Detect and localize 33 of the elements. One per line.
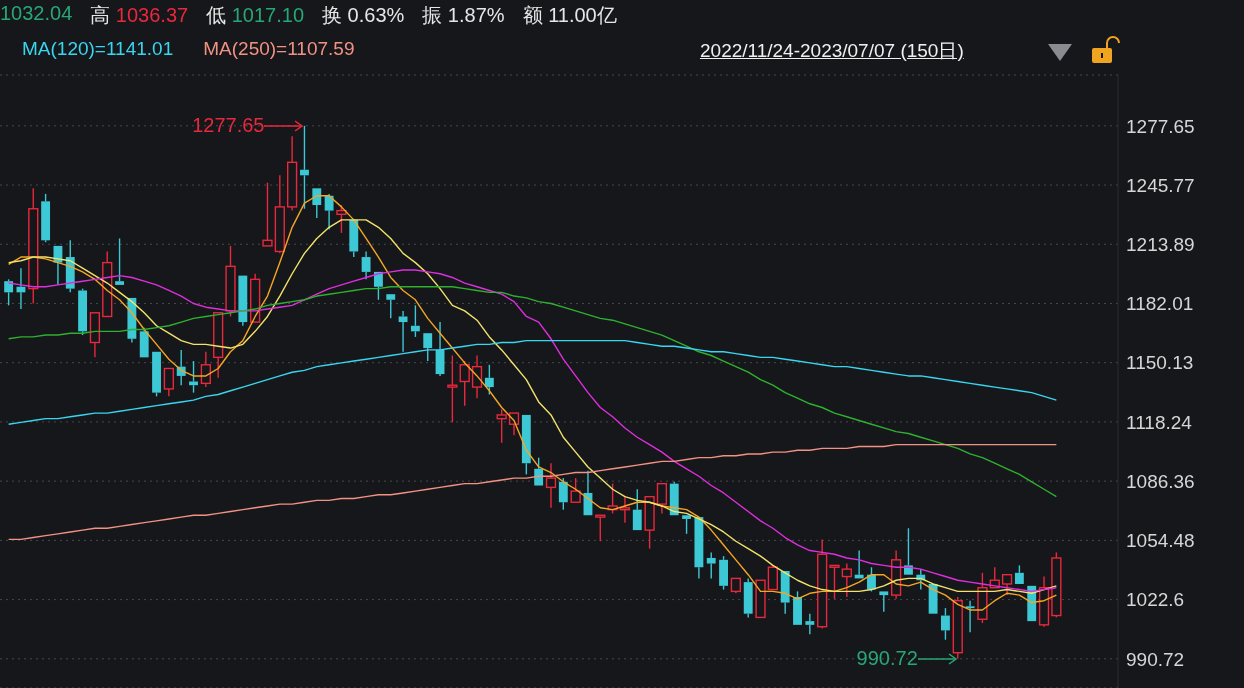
candlestick [545,462,557,509]
candlestick [447,354,458,424]
y-tick-label: 1022.6 [1126,589,1185,611]
y-tick-label: 1277.65 [1126,115,1195,137]
candlestick [841,562,852,598]
text: 2022/11/24-2023/07/07 (150日) [700,39,964,63]
candlestick [361,250,371,281]
text: 额 11.00亿 [522,4,617,26]
text: 1032.04 [0,2,73,26]
y-tick-label: 1086.36 [1126,470,1195,492]
y-tick-label: 1245.77 [1126,174,1195,196]
line-series [7,443,1058,541]
candlestick [398,310,408,353]
candlestick [471,354,483,399]
text: 低 1017.10 [206,4,305,26]
text: 换 0.63% [322,4,405,26]
y-tick-label: 1150.13 [1126,352,1194,374]
annotation: 990.72 [856,646,918,670]
y-tick-label: 1118.24 [1126,411,1193,433]
y-tick-label: 1182.01 [1126,293,1194,315]
y-tick-label: 1213.89 [1126,233,1195,255]
text: 高 1036.37 [90,4,189,26]
y-tick-label: 990.72 [1126,648,1185,670]
text: 振 1.87% [422,4,505,26]
text: MA(120)=1141.01 [22,38,174,60]
candlestick [817,538,828,630]
annotation: 1277.65 [192,113,265,137]
candlestick [300,125,309,210]
candlestick [965,599,975,633]
candlestick [287,135,298,212]
text: MA(250)=1107.59 [203,38,355,60]
y-tick-label: 1054.48 [1126,530,1195,552]
candlestick [805,613,815,635]
